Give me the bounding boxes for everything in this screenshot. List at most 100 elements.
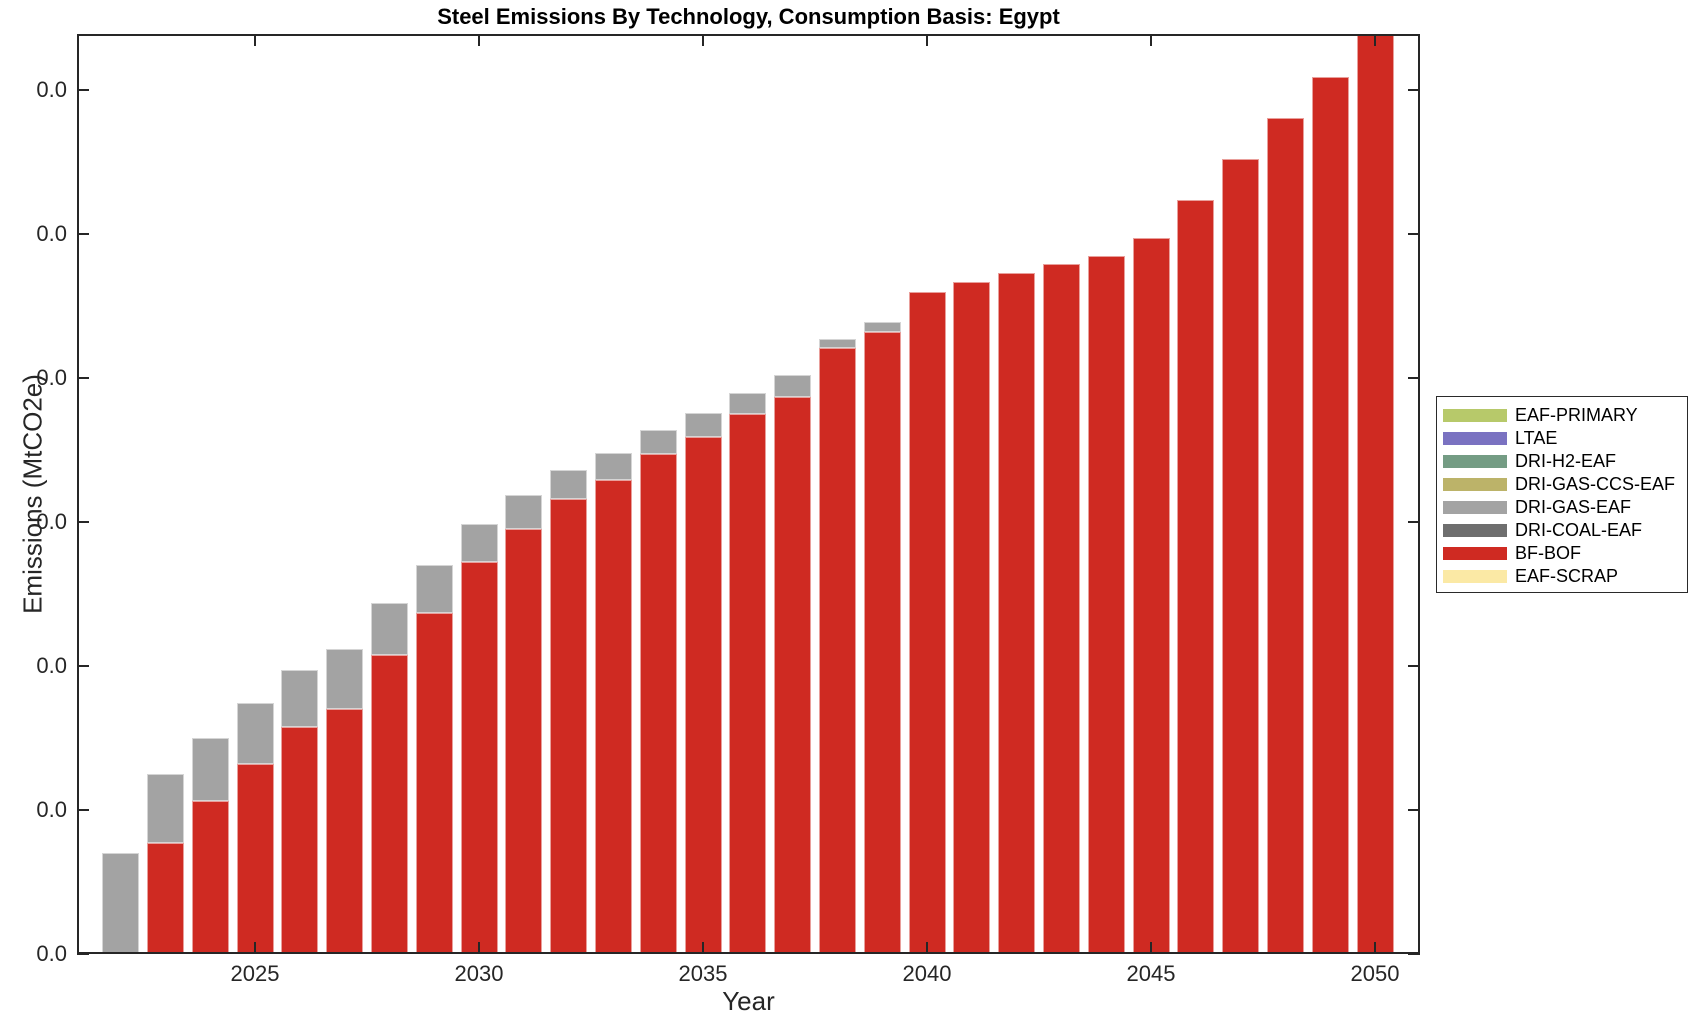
- bar-segment-bf-bof-2028: [370, 654, 408, 954]
- x-tick-bottom-2045: [1150, 942, 1152, 954]
- legend-swatch-icon: [1443, 501, 1507, 514]
- bar-segment-bf-bof-2035: [684, 437, 722, 954]
- bar-segment-bf-bof-2042: [998, 273, 1036, 954]
- x-tick-top-2050: [1374, 34, 1376, 46]
- bar-segment-bf-bof-2037: [774, 396, 812, 954]
- y-tick-label-4: 0.0: [36, 365, 67, 390]
- legend-swatch-icon: [1443, 432, 1507, 445]
- y-tick-label-6: 0.0: [36, 77, 67, 102]
- y-tick-right-6: [1408, 89, 1420, 91]
- x-tick-top-2025: [254, 34, 256, 46]
- legend-swatch-icon: [1443, 547, 1507, 560]
- bar-segment-dri-gas-eaf-2031: [505, 494, 543, 530]
- x-tick-bottom-2035: [702, 942, 704, 954]
- plot-area: [77, 34, 1420, 955]
- legend-row-eaf-primary: EAF-PRIMARY: [1443, 404, 1687, 427]
- legend-row-dri-gas-eaf: DRI-GAS-EAF: [1443, 496, 1687, 519]
- legend-label: DRI-GAS-CCS-EAF: [1515, 474, 1676, 494]
- bar-segment-bf-bof-2025: [236, 763, 274, 954]
- legend-row-eaf-scrap: EAF-SCRAP: [1443, 565, 1687, 588]
- bar-segment-dri-gas-eaf-2034: [639, 429, 677, 455]
- bar-segment-bf-bof-2027: [326, 709, 364, 954]
- y-tick-label-2: 0.0: [36, 653, 67, 678]
- bar-series-container: [77, 34, 1420, 954]
- y-tick-left-3: [77, 521, 89, 523]
- bar-segment-bf-bof-2034: [639, 454, 677, 954]
- bar-segment-bf-bof-2023: [146, 843, 184, 954]
- x-tick-bottom-2030: [478, 942, 480, 954]
- bar-segment-bf-bof-2038: [818, 347, 856, 954]
- x-tick-label-2035: 2035: [678, 961, 728, 986]
- legend-label: LTAE: [1515, 428, 1558, 448]
- legend-row-bf-bof: BF-BOF: [1443, 542, 1687, 565]
- x-tick-bottom-2025: [254, 942, 256, 954]
- y-axis-label: Emissions (MtCO2e): [17, 374, 48, 614]
- y-tick-right-5: [1408, 233, 1420, 235]
- y-tick-label-5: 0.0: [36, 221, 67, 246]
- bar-segment-dri-gas-eaf-2027: [326, 648, 364, 710]
- legend-swatch-icon: [1443, 478, 1507, 491]
- bar-segment-bf-bof-2047: [1222, 159, 1260, 954]
- bar-segment-bf-bof-2033: [594, 480, 632, 954]
- x-tick-bottom-2040: [926, 942, 928, 954]
- chart-title: Steel Emissions By Technology, Consumpti…: [437, 4, 1060, 29]
- y-tick-left-1: [77, 809, 89, 811]
- bar-segment-dri-gas-eaf-2025: [236, 703, 274, 764]
- bar-segment-bf-bof-2050: [1356, 34, 1394, 954]
- bar-segment-dri-gas-eaf-2030: [460, 523, 498, 563]
- y-tick-left-0: [77, 953, 89, 955]
- bar-segment-dri-gas-eaf-2036: [729, 392, 767, 415]
- legend-swatch-icon: [1443, 570, 1507, 583]
- bar-segment-dri-gas-eaf-2039: [863, 321, 901, 333]
- bar-segment-bf-bof-2041: [953, 281, 991, 954]
- legend-label: EAF-SCRAP: [1515, 566, 1619, 586]
- legend-swatch-icon: [1443, 455, 1507, 468]
- y-tick-left-5: [77, 233, 89, 235]
- y-tick-left-2: [77, 665, 89, 667]
- bar-segment-bf-bof-2043: [1042, 264, 1080, 954]
- bar-segment-dri-gas-eaf-2022: [102, 853, 140, 954]
- x-tick-label-2030: 2030: [454, 961, 504, 986]
- bar-segment-bf-bof-2026: [281, 726, 319, 954]
- legend-swatch-icon: [1443, 524, 1507, 537]
- legend-row-dri-h2-eaf: DRI-H2-EAF: [1443, 450, 1687, 473]
- x-tick-label-2040: 2040: [902, 961, 952, 986]
- bar-segment-bf-bof-2048: [1266, 117, 1304, 954]
- bar-segment-dri-gas-eaf-2024: [191, 738, 229, 802]
- legend-label: DRI-GAS-EAF: [1515, 497, 1632, 517]
- bar-segment-bf-bof-2044: [1087, 255, 1125, 954]
- bar-segment-bf-bof-2039: [863, 332, 901, 954]
- y-tick-left-6: [77, 89, 89, 91]
- bar-segment-dri-gas-eaf-2029: [415, 565, 453, 613]
- bar-segment-dri-gas-eaf-2026: [281, 670, 319, 727]
- x-tick-top-2040: [926, 34, 928, 46]
- legend-label: DRI-H2-EAF: [1515, 451, 1617, 471]
- bar-segment-bf-bof-2049: [1311, 77, 1349, 954]
- y-tick-right-3: [1408, 521, 1420, 523]
- bar-segment-bf-bof-2045: [1132, 238, 1170, 954]
- y-tick-right-1: [1408, 809, 1420, 811]
- y-tick-label-0: 0.0: [36, 941, 67, 966]
- bar-segment-bf-bof-2036: [729, 414, 767, 954]
- legend-label: EAF-PRIMARY: [1515, 405, 1638, 425]
- legend-row-ltae: LTAE: [1443, 427, 1687, 450]
- legend-row-dri-coal-eaf: DRI-COAL-EAF: [1443, 519, 1687, 542]
- y-tick-label-3: 0.0: [36, 509, 67, 534]
- bar-segment-dri-gas-eaf-2037: [774, 375, 812, 397]
- bar-segment-dri-gas-eaf-2038: [818, 339, 856, 348]
- bar-segment-bf-bof-2031: [505, 529, 543, 954]
- x-axis-label: Year: [722, 986, 775, 1016]
- bar-segment-dri-gas-eaf-2032: [550, 470, 588, 500]
- y-tick-right-2: [1408, 665, 1420, 667]
- legend-label: BF-BOF: [1515, 543, 1581, 563]
- bar-segment-bf-bof-2024: [191, 801, 229, 954]
- y-tick-left-4: [77, 377, 89, 379]
- legend-box: EAF-PRIMARY LTAE DRI-H2-EAF DRI-GAS-CCS-EAF…: [1436, 396, 1688, 593]
- bar-segment-dri-gas-eaf-2028: [370, 602, 408, 655]
- x-tick-top-2035: [702, 34, 704, 46]
- x-tick-label-2025: 2025: [230, 961, 280, 986]
- y-tick-right-0: [1408, 953, 1420, 955]
- x-tick-bottom-2050: [1374, 942, 1376, 954]
- bar-segment-dri-gas-eaf-2035: [684, 412, 722, 438]
